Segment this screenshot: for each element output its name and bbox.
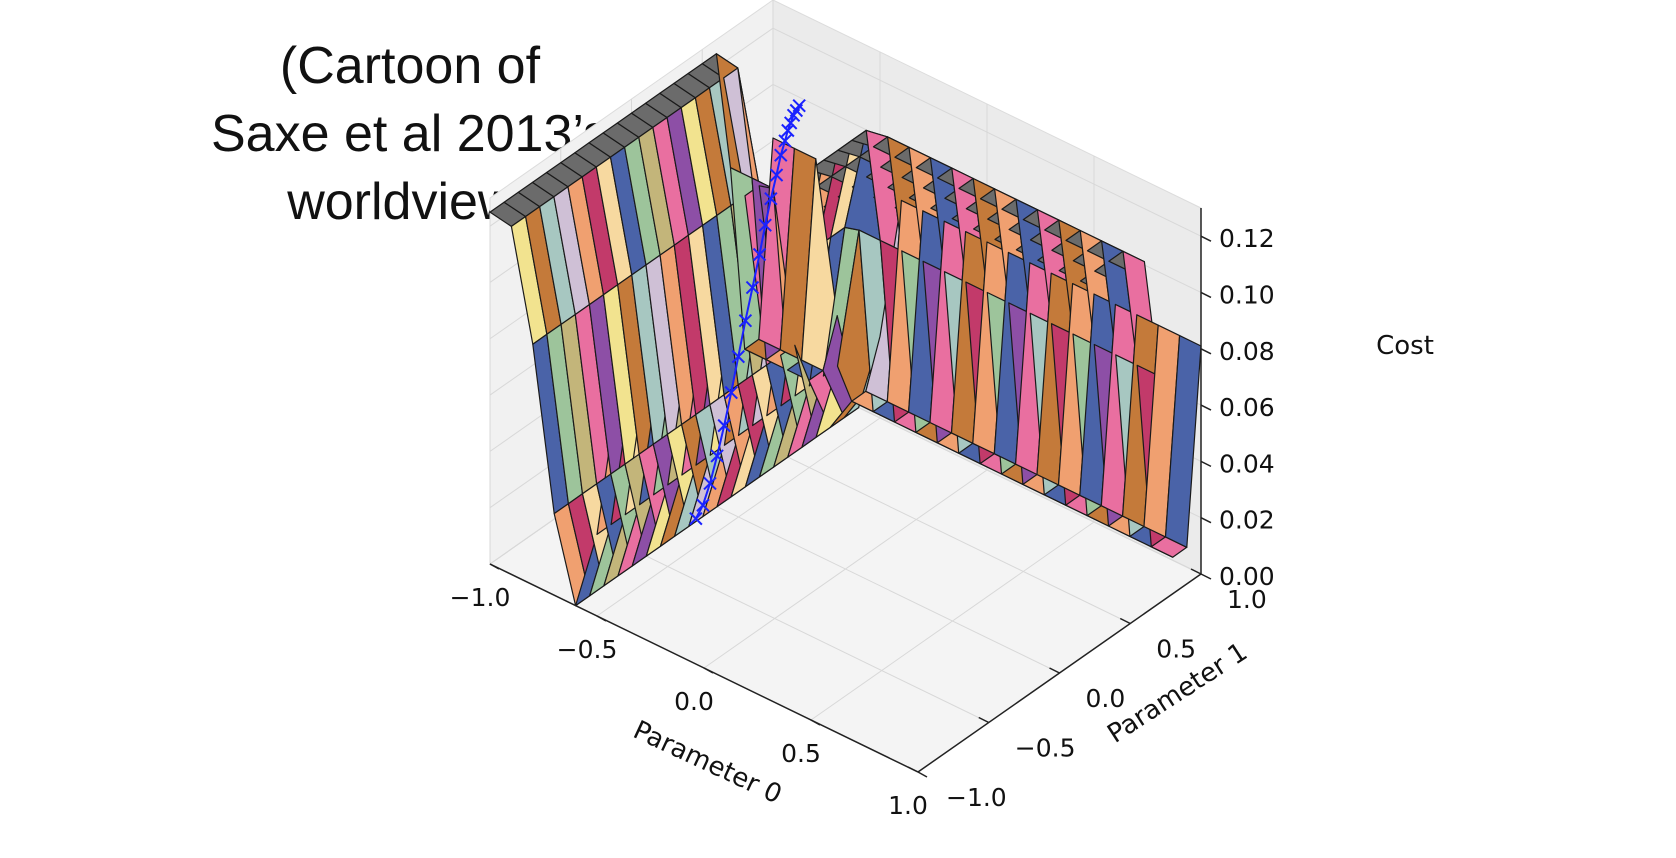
x-tick — [596, 615, 607, 622]
x-tick — [703, 667, 714, 674]
title-line-1: (Cartoon of — [279, 37, 541, 95]
y-tick-label: 0.0 — [1086, 684, 1126, 713]
y-tick-label: 1.0 — [1227, 585, 1267, 614]
x-tick-label: 0.0 — [674, 687, 714, 716]
x-tick — [810, 719, 821, 726]
z-axis-title: Cost — [1376, 331, 1434, 361]
trajectory-point — [689, 511, 703, 526]
z-tick — [1200, 460, 1212, 468]
trajectory-point — [774, 148, 788, 162]
y-tick — [978, 716, 990, 724]
y-tick — [1190, 568, 1202, 575]
z-tick — [1200, 573, 1212, 580]
back-gridline-z — [772, 27, 1202, 237]
x-tick — [489, 563, 500, 570]
z-tick — [1200, 235, 1212, 242]
title-line-2: Saxe et al 2013’s — [211, 105, 609, 163]
z-tick-label: 0.06 — [1219, 393, 1275, 422]
trajectory-point — [764, 191, 778, 206]
z-tick-label: 0.12 — [1219, 224, 1275, 253]
y-tick-label: 0.5 — [1156, 635, 1196, 664]
trajectory-point — [745, 280, 760, 295]
trajectory-point — [769, 168, 784, 182]
x-axis-title: Parameter 0 — [629, 715, 787, 810]
y-tick-label: −0.5 — [1015, 734, 1076, 763]
z-tick-label: 0.08 — [1219, 337, 1275, 366]
trajectory-point — [752, 247, 767, 262]
z-tick-label: 0.04 — [1219, 449, 1275, 478]
x-tick-label: 1.0 — [888, 791, 928, 820]
z-tick-label: 0.02 — [1219, 506, 1275, 535]
trajectory-series — [689, 98, 806, 526]
trajectory-point — [781, 123, 795, 138]
axis-ticks: −1.0−0.50.00.51.0 −1.0−0.50.00.51.00.000.… — [450, 224, 1275, 820]
trajectory-point — [703, 476, 717, 491]
y-tick — [907, 766, 919, 773]
x-tick-label: −0.5 — [557, 635, 618, 664]
cost-surface — [489, 53, 1202, 607]
z-tick — [1200, 348, 1212, 355]
x-tick-label: −1.0 — [450, 583, 511, 612]
trajectory-point — [792, 98, 806, 113]
z-tick-label: 0.00 — [1219, 562, 1275, 591]
trajectory-point — [738, 313, 753, 328]
z-tick — [1200, 291, 1212, 299]
z-tick-label: 0.10 — [1219, 281, 1275, 310]
trajectory-point — [724, 385, 738, 400]
y-tick — [1119, 617, 1131, 625]
trajectory-point — [778, 134, 792, 148]
trajectory-point — [710, 449, 724, 463]
x-tick-label: 0.5 — [781, 739, 821, 768]
trajectory-point — [731, 349, 746, 364]
y-tick-label: −1.0 — [946, 783, 1007, 812]
x-tick — [917, 771, 928, 778]
trajectory-point — [717, 418, 731, 433]
trajectory-point — [783, 116, 798, 130]
trajectory-point — [696, 498, 710, 512]
z-tick — [1200, 404, 1212, 411]
y-tick — [1049, 667, 1060, 674]
trajectory-point — [758, 218, 772, 232]
z-tick — [1200, 517, 1212, 524]
